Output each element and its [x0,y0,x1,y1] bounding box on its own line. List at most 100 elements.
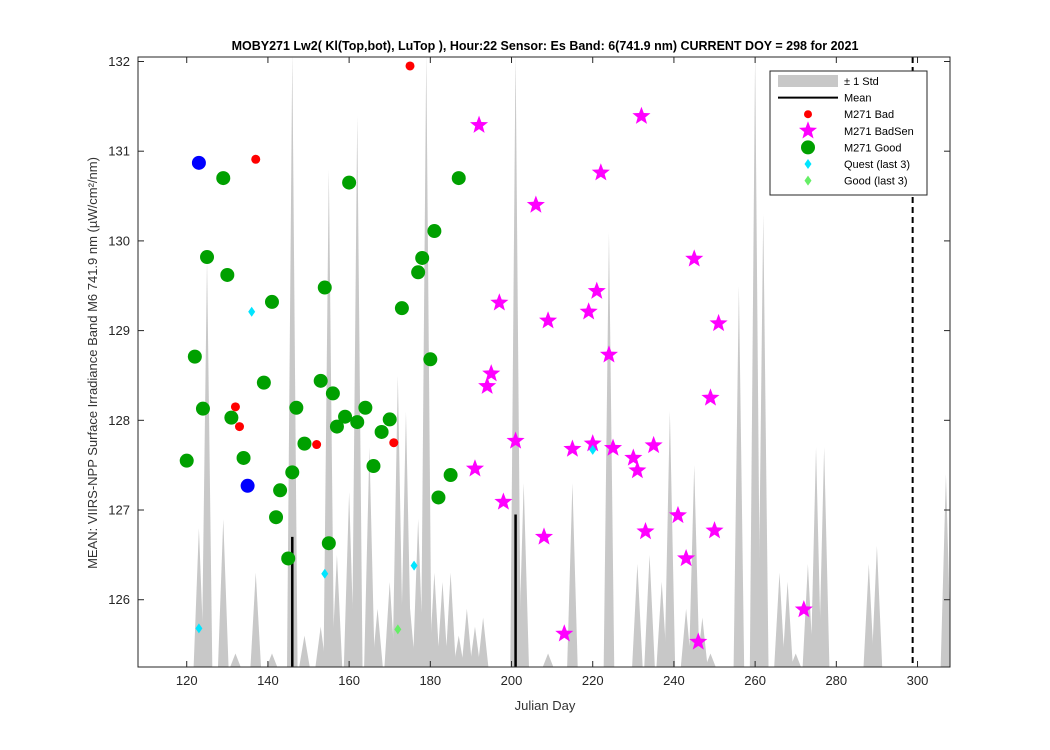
good-point [179,453,194,468]
std-band-spike [477,617,489,667]
good-point [313,373,328,388]
good-point [220,267,235,282]
badsen-point [689,632,708,650]
badsen-point [794,600,813,618]
std-band-spike [250,572,262,667]
good-point [338,409,353,424]
good-point [285,465,300,480]
std-band-spike [818,447,830,667]
badsen-point [632,106,651,124]
std-band-spike [351,115,363,667]
std-band-spike [469,626,481,667]
std-band-spike [445,572,456,667]
std-band-spike [542,653,554,667]
bad-point [312,440,322,450]
plot-area [179,57,950,671]
std-band-spike [664,411,676,667]
y-tick-label: 128 [108,413,130,428]
legend-badsen-swatch [798,121,818,139]
good-point [374,424,389,439]
good-point [236,450,251,465]
std-band-spike [323,169,335,667]
std-band-spike [510,57,521,667]
legend-std-swatch [778,75,838,87]
std-band-spike [372,608,383,667]
good-point [200,250,215,265]
std-band-spike [331,554,343,667]
quest-point [195,623,203,634]
y-axis-label: MEAN: VIIRS-NPP Surface Irradiance Band … [85,157,100,569]
good-point [273,483,288,498]
x-tick-label: 240 [663,673,685,688]
good-point [451,171,466,186]
std-band-spike [603,231,615,667]
x-tick-label: 180 [419,673,441,688]
badsen-point [587,281,606,299]
legend-label: Good (last 3) [844,176,908,188]
y-tick-label: 127 [108,503,130,518]
good-point [264,294,279,309]
std-band-spike [461,608,473,667]
y-tick-label: 132 [108,54,130,69]
x-tick-label: 300 [907,673,929,688]
std-band-spike [404,608,416,667]
good-point [321,536,336,551]
badsen-point [599,345,618,363]
good-point [358,400,373,415]
good-point [216,171,231,186]
badsen-point [583,434,602,452]
std-band-spike [230,653,241,667]
good-point [195,401,210,416]
x-tick-label: 120 [176,673,198,688]
x-tick-label: 260 [744,673,766,688]
std-band-spike [688,465,700,667]
std-band-spike [217,518,229,667]
std-band-spike [782,581,793,667]
good-point [224,410,239,425]
good-point [366,459,381,474]
good-point-blue [240,478,255,493]
quest-point [410,560,418,571]
badsen-point [624,448,643,466]
good-point [394,301,409,316]
std-band-spike [437,581,448,667]
good-point [342,175,357,190]
good-point [297,436,312,451]
badsen-point [478,376,497,394]
legend-label: M271 Bad [844,109,894,121]
badsen-point [603,438,623,456]
legend-label: M271 Good [844,142,901,154]
std-band-spike [940,474,950,667]
std-band-spike [721,667,732,671]
std-band-spike [429,572,440,667]
good-point-blue [191,155,206,170]
legend: ± 1 Std Mean M271 Bad M271 BadSen M271 Good Q… [769,70,928,196]
good-point [187,349,202,364]
std-band-spike [656,581,668,667]
badsen-point [506,431,525,449]
good-point [415,250,430,265]
badsen-point [563,439,582,457]
axes-box [137,56,951,668]
bad-point [251,154,261,164]
y-tick-label: 126 [108,592,130,607]
quest-point [248,306,256,317]
std-band-spike [384,581,395,667]
std-band-spike [453,635,465,667]
std-band-spike [749,57,761,667]
x-tick-label: 160 [338,673,360,688]
badsen-point [555,624,574,642]
legend-label: Mean [844,93,872,105]
std-band-spike [810,447,822,667]
quest-point [589,444,597,455]
good-point [329,419,344,434]
legend-bad-swatch [804,110,812,119]
bad-point [235,422,244,432]
good-point [443,468,458,483]
legend-quest-swatch [804,159,812,169]
badsen-point [677,548,696,567]
badsen-point [705,521,724,539]
x-tick-label: 200 [501,673,523,688]
legend-label: Quest (last 3) [844,159,910,171]
badsen-point [709,313,728,332]
